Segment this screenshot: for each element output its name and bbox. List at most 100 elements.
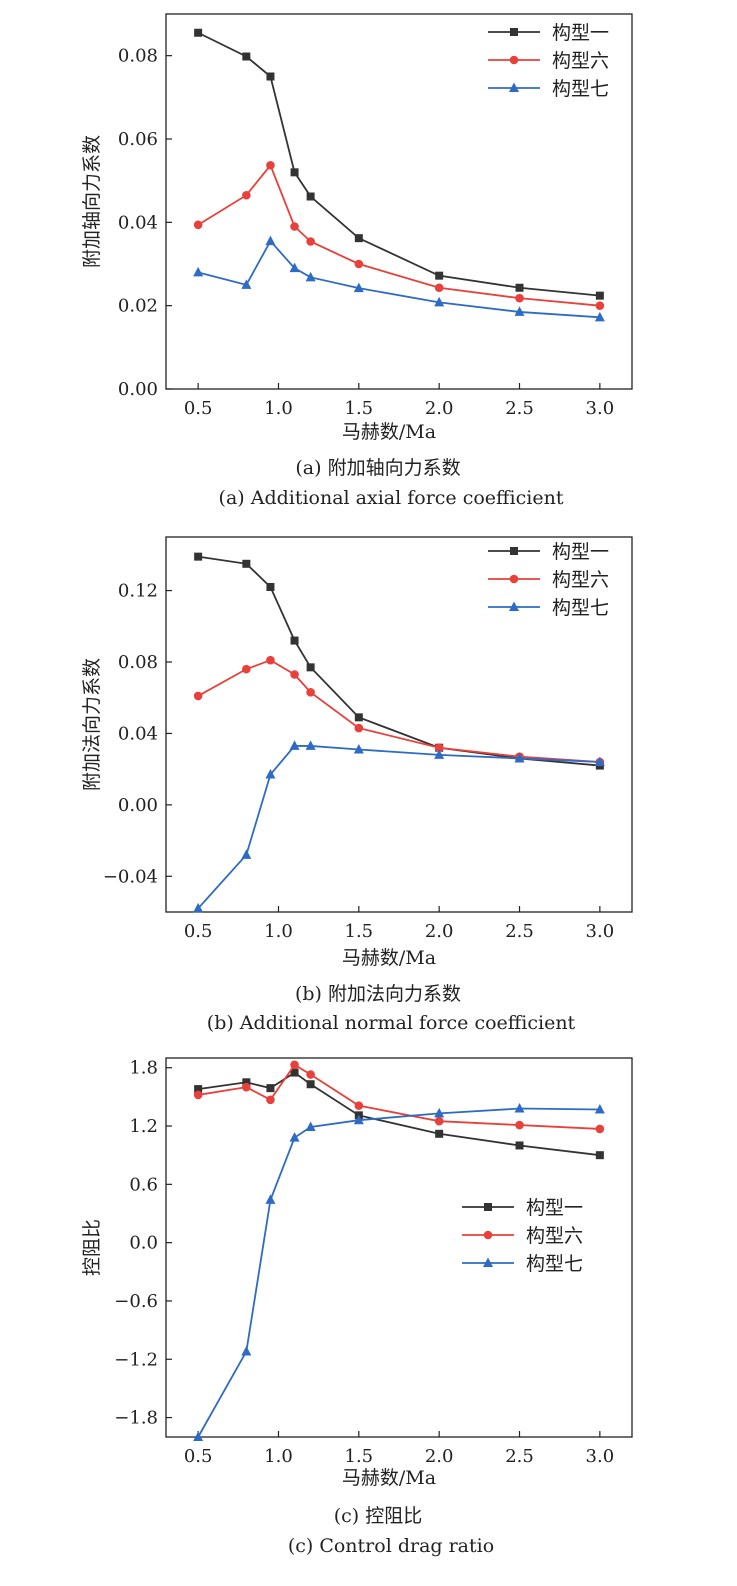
data-point: [354, 259, 364, 269]
data-point: [290, 222, 299, 231]
series-1: [193, 160, 605, 310]
data-point: [594, 1104, 605, 1114]
y-tick-label: −0.04: [103, 866, 158, 887]
data-point: [241, 279, 252, 289]
data-point: [434, 743, 444, 753]
y-axis-label: 附加轴向力系数: [81, 135, 103, 268]
data-point: [435, 271, 444, 280]
y-tick-label: 1.2: [129, 1116, 158, 1137]
y-axis-label: 附加法向力系数: [81, 658, 103, 791]
legend-marker: [483, 1257, 493, 1267]
plot-frame: [165, 1057, 633, 1438]
series-0: [194, 28, 604, 300]
data-point: [242, 190, 251, 200]
data-point: [194, 1085, 203, 1094]
data-point: [306, 237, 315, 246]
x-tick-label: 3.0: [586, 398, 615, 419]
legend-marker: [509, 55, 519, 65]
data-point: [266, 655, 275, 665]
data-point: [290, 168, 299, 177]
caption-cn: (c) 控阻比: [334, 1505, 423, 1527]
legend-label: 构型六: [526, 1225, 583, 1247]
data-point: [434, 296, 445, 307]
series-line: [197, 745, 600, 910]
data-point: [266, 1095, 275, 1105]
data-point: [242, 52, 251, 61]
legend-label: 构型七: [552, 78, 609, 100]
data-point: [515, 293, 524, 303]
x-axis-label: 马赫数/Ma: [342, 1467, 436, 1489]
caption-cn: (a) 附加轴向力系数: [295, 457, 460, 479]
chart-c: 0.5 1.0 1.5 2.0 2.5 3.0 −1.8 −1.2 −0.6 0.0 0.6 1.2 1…: [81, 1057, 633, 1557]
y-tick-label: 0.02: [118, 296, 158, 317]
data-point: [290, 636, 299, 645]
series-line: [197, 1063, 600, 1130]
data-point: [515, 283, 524, 292]
x-tick-label: 0.5: [184, 398, 213, 419]
data-point: [435, 1129, 444, 1138]
data-point: [306, 688, 315, 697]
data-point: [434, 1116, 444, 1126]
data-point: [266, 160, 275, 170]
y-tick-label: −1.8: [114, 1408, 158, 1429]
x-tick-label: 1.5: [345, 921, 374, 942]
legend-label: 构型六: [552, 50, 609, 72]
data-point: [242, 559, 251, 568]
legend-marker: [509, 574, 519, 584]
data-point: [241, 1345, 252, 1356]
y-tick-label: 0.00: [118, 379, 158, 400]
y-tick-label: 0.00: [118, 795, 158, 816]
data-point: [305, 1121, 316, 1131]
data-point: [241, 849, 252, 859]
legend-label: 构型七: [552, 597, 609, 619]
legend-marker: [509, 601, 519, 611]
data-point: [353, 1114, 364, 1125]
data-point: [266, 72, 275, 81]
data-point: [193, 902, 204, 913]
data-point: [265, 769, 276, 779]
data-point: [514, 1103, 525, 1113]
y-tick-label: −0.6: [114, 1291, 158, 1312]
plot-frame: [165, 536, 633, 913]
series-line: [197, 163, 600, 307]
y-tick-label: 0.6: [129, 1174, 158, 1195]
data-point: [289, 740, 300, 750]
y-tick-label: 0.04: [118, 212, 158, 233]
legend-marker: [510, 28, 518, 36]
x-tick-label: 1.0: [264, 1446, 293, 1467]
x-tick-label: 1.0: [264, 398, 293, 419]
data-point: [290, 1060, 299, 1070]
x-axis-label: 马赫数/Ma: [342, 421, 436, 443]
y-tick-label: 0.04: [118, 723, 158, 744]
data-point: [434, 283, 444, 293]
y-tick-label: 0.08: [118, 46, 158, 67]
y-tick-label: 1.8: [129, 1058, 158, 1079]
y-tick-label: 0.12: [118, 581, 158, 602]
series-line: [198, 555, 600, 767]
data-point: [242, 1078, 251, 1087]
data-point: [515, 1141, 524, 1150]
x-tick-label: 1.5: [345, 1446, 374, 1467]
y-tick-label: 0.08: [118, 652, 158, 673]
data-point: [242, 664, 251, 674]
series-2: [193, 235, 605, 322]
data-point: [514, 306, 525, 316]
x-tick-label: 3.0: [586, 1446, 615, 1467]
plot-frame: [165, 13, 633, 390]
data-point: [354, 1101, 364, 1110]
x-tick-label: 1.0: [264, 921, 293, 942]
x-tick-label: 0.5: [184, 1446, 213, 1467]
x-tick-label: 0.5: [184, 921, 213, 942]
data-point: [354, 723, 364, 733]
data-point: [595, 301, 605, 310]
data-point: [305, 271, 316, 282]
series-line: [197, 239, 600, 319]
data-point: [306, 1080, 315, 1089]
data-point: [265, 235, 276, 246]
data-point: [242, 1082, 251, 1092]
data-point: [265, 1194, 276, 1204]
data-point: [434, 1107, 445, 1118]
legend-label: 构型一: [552, 541, 609, 563]
